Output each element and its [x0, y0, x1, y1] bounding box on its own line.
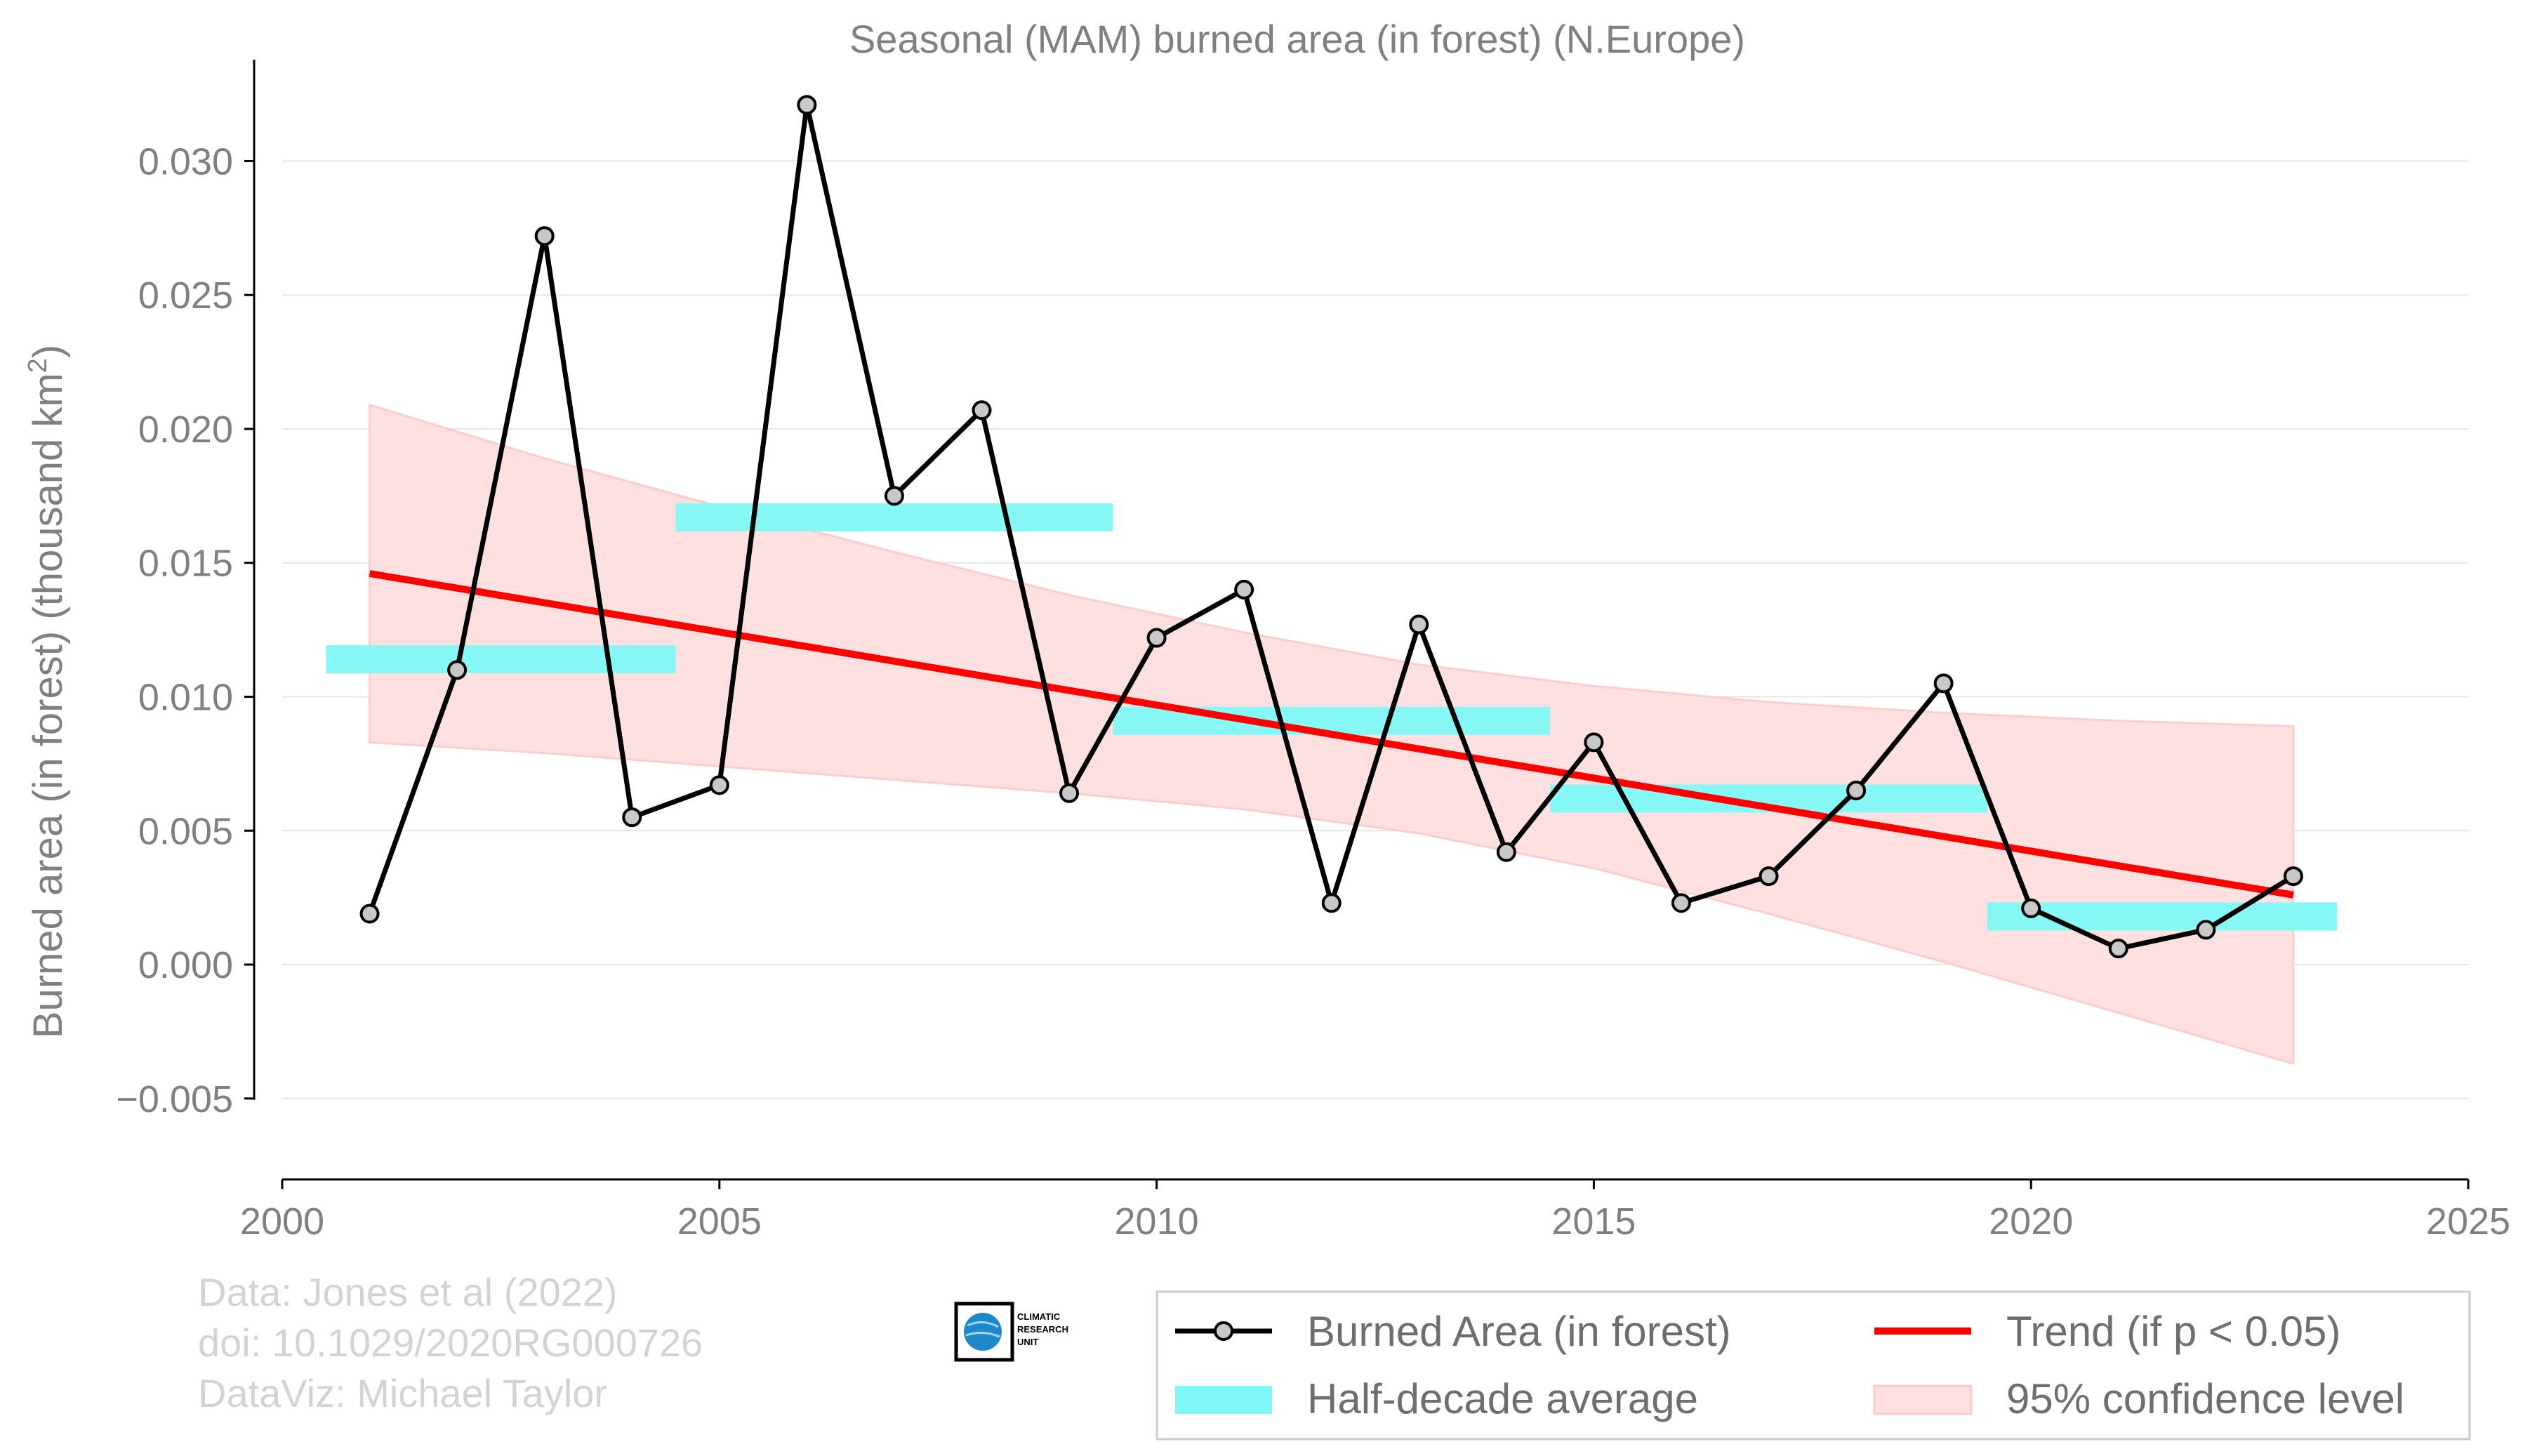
legend: Burned Area (in forest) Half-decade aver… — [1155, 1290, 2471, 1441]
y-tick-labels: −0.005 0.000 0.005 0.010 0.015 0.020 0.025 0.03… — [116, 140, 233, 1120]
y-tick-label: 0.000 — [138, 944, 233, 986]
legend-burned-label: Burned Area (in forest) — [1307, 1308, 1731, 1355]
chart-title: Seasonal (MAM) burned area (in forest) (… — [849, 17, 1745, 61]
cru-logo: CLIMATIC RESEARCH UNIT — [954, 1302, 1068, 1362]
data-point — [1146, 628, 1167, 648]
half-decade-bar — [326, 645, 676, 674]
legend-average-label: Half-decade average — [1307, 1375, 1698, 1422]
logo-text-2: RESEARCH — [1017, 1324, 1068, 1335]
credits: Data: Jones et al (2022) doi: 10.1029/20… — [198, 1270, 703, 1415]
y-axis-label-superscript: 2 — [23, 358, 53, 373]
credit-data: Data: Jones et al (2022) — [198, 1270, 618, 1314]
x-tick-label: 2005 — [677, 1200, 762, 1243]
data-point — [1933, 673, 1954, 694]
data-point — [884, 486, 904, 506]
data-point — [2196, 920, 2216, 940]
y-tick-label: 0.030 — [138, 140, 233, 183]
data-point — [1846, 781, 1867, 801]
data-point — [359, 904, 380, 924]
y-axis-label-close: ) — [25, 345, 71, 358]
x-tick-labels: 2000 2005 2010 2015 2020 2025 — [240, 1200, 2510, 1243]
data-point — [2021, 898, 2041, 918]
legend-burned-marker — [1214, 1321, 1233, 1341]
y-tick-label: 0.025 — [138, 274, 233, 317]
credit-dataviz: DataViz: Michael Taylor — [198, 1371, 607, 1415]
data-point — [1759, 866, 1779, 887]
x-tick-label: 2000 — [240, 1200, 324, 1243]
data-point — [1059, 783, 1080, 803]
y-axis-label: Burned area (in forest) (thousand km2) — [23, 345, 71, 1038]
legend-confidence-swatch — [1873, 1384, 1973, 1415]
data-point — [1321, 893, 1342, 913]
data-point — [1409, 614, 1429, 635]
y-tick-label: 0.005 — [138, 810, 233, 852]
data-point — [447, 660, 468, 680]
logo-text-1: CLIMATIC — [1017, 1311, 1061, 1322]
x-tick-label: 2025 — [2426, 1200, 2510, 1243]
data-point — [709, 775, 729, 795]
y-tick-label: 0.015 — [138, 543, 233, 585]
x-tick-label: 2010 — [1115, 1200, 1199, 1243]
data-point — [972, 400, 992, 421]
data-point — [1584, 732, 1604, 753]
legend-average-swatch — [1175, 1386, 1272, 1414]
data-point — [622, 807, 642, 828]
y-tick-label: −0.005 — [116, 1078, 233, 1120]
credit-doi: doi: 10.1029/2020RG000726 — [198, 1321, 703, 1365]
x-tick-label: 2020 — [1989, 1200, 2073, 1243]
legend-confidence-label: 95% confidence level — [2006, 1375, 2404, 1422]
data-point — [2108, 939, 2128, 959]
trend-line — [369, 570, 2294, 899]
data-point — [1496, 842, 1516, 862]
data-point — [534, 226, 555, 246]
x-tick-label: 2015 — [1551, 1200, 1636, 1243]
half-decade-averages — [326, 503, 2338, 931]
data-point — [1671, 893, 1691, 913]
data-point — [2283, 866, 2303, 887]
axes — [244, 60, 2470, 1189]
half-decade-bar — [675, 503, 1113, 531]
data-point — [797, 95, 817, 115]
legend-trend-label: Trend (if p < 0.05) — [2006, 1308, 2340, 1355]
legend-frame — [1155, 1290, 2471, 1441]
burned-area-series — [359, 95, 2303, 959]
trend-line-group — [369, 570, 2294, 899]
y-tick-label: 0.020 — [138, 409, 233, 451]
data-point — [1234, 579, 1254, 600]
logo-text-3: UNIT — [1017, 1337, 1038, 1347]
y-axis-label-main: Burned area (in forest) (thousand km — [25, 373, 71, 1038]
y-tick-label: 0.010 — [138, 676, 233, 718]
